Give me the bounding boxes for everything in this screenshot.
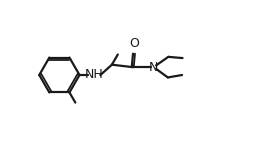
Text: N: N — [149, 61, 158, 74]
Text: O: O — [129, 38, 139, 50]
Text: NH: NH — [85, 69, 103, 81]
